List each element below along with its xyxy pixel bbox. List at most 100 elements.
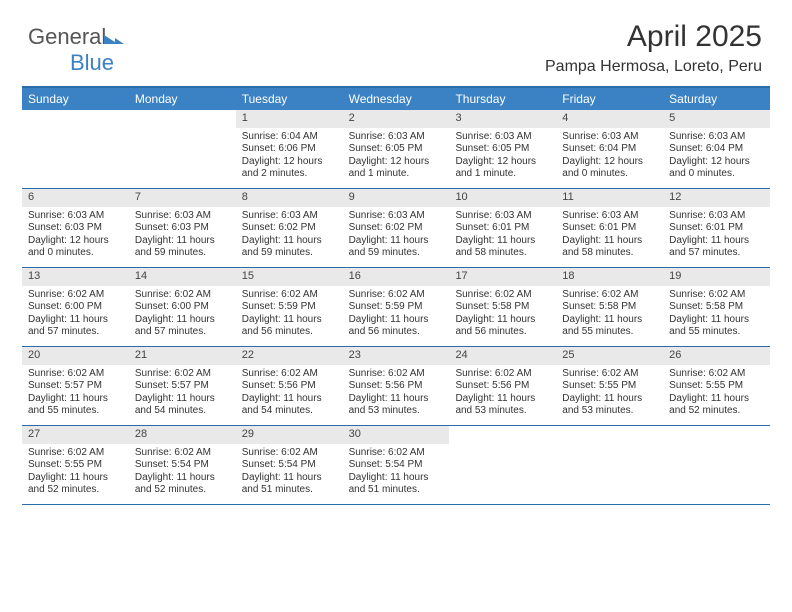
calendar-cell: 6Sunrise: 6:03 AMSunset: 6:03 PMDaylight… bbox=[22, 189, 129, 267]
day-details: Sunrise: 6:03 AMSunset: 6:02 PMDaylight:… bbox=[343, 207, 450, 266]
calendar-cell: 30Sunrise: 6:02 AMSunset: 5:54 PMDayligh… bbox=[343, 426, 450, 504]
day-details: Sunrise: 6:02 AMSunset: 5:57 PMDaylight:… bbox=[129, 365, 236, 424]
day-number: 26 bbox=[663, 347, 770, 365]
calendar-cell: 17Sunrise: 6:02 AMSunset: 5:58 PMDayligh… bbox=[449, 268, 556, 346]
calendar-cell: 21Sunrise: 6:02 AMSunset: 5:57 PMDayligh… bbox=[129, 347, 236, 425]
calendar-cell: 14Sunrise: 6:02 AMSunset: 6:00 PMDayligh… bbox=[129, 268, 236, 346]
day-number: 23 bbox=[343, 347, 450, 365]
calendar-cell: 28Sunrise: 6:02 AMSunset: 5:54 PMDayligh… bbox=[129, 426, 236, 504]
calendar-cell bbox=[663, 426, 770, 504]
day-number: 25 bbox=[556, 347, 663, 365]
day-details: Sunrise: 6:02 AMSunset: 5:55 PMDaylight:… bbox=[663, 365, 770, 424]
day-details: Sunrise: 6:03 AMSunset: 6:03 PMDaylight:… bbox=[22, 207, 129, 266]
calendar-cell: 4Sunrise: 6:03 AMSunset: 6:04 PMDaylight… bbox=[556, 110, 663, 188]
calendar-week: 27Sunrise: 6:02 AMSunset: 5:55 PMDayligh… bbox=[22, 426, 770, 505]
day-number bbox=[129, 110, 236, 114]
logo: General Blue bbox=[28, 24, 124, 76]
calendar-week: 6Sunrise: 6:03 AMSunset: 6:03 PMDaylight… bbox=[22, 189, 770, 268]
calendar-cell bbox=[556, 426, 663, 504]
page-subtitle: Pampa Hermosa, Loreto, Peru bbox=[545, 58, 762, 76]
calendar-cell: 22Sunrise: 6:02 AMSunset: 5:56 PMDayligh… bbox=[236, 347, 343, 425]
day-number: 7 bbox=[129, 189, 236, 207]
calendar-week: 20Sunrise: 6:02 AMSunset: 5:57 PMDayligh… bbox=[22, 347, 770, 426]
dayhead-thu: Thursday bbox=[449, 88, 556, 110]
day-number: 24 bbox=[449, 347, 556, 365]
calendar-cell: 23Sunrise: 6:02 AMSunset: 5:56 PMDayligh… bbox=[343, 347, 450, 425]
logo-text-1: General bbox=[28, 24, 106, 49]
day-details: Sunrise: 6:02 AMSunset: 5:59 PMDaylight:… bbox=[236, 286, 343, 345]
dayhead-wed: Wednesday bbox=[343, 88, 450, 110]
day-details: Sunrise: 6:03 AMSunset: 6:04 PMDaylight:… bbox=[556, 128, 663, 187]
dayhead-mon: Monday bbox=[129, 88, 236, 110]
logo-triangle-icon-2 bbox=[115, 38, 124, 44]
day-details: Sunrise: 6:02 AMSunset: 5:58 PMDaylight:… bbox=[556, 286, 663, 345]
day-number: 9 bbox=[343, 189, 450, 207]
calendar-cell: 8Sunrise: 6:03 AMSunset: 6:02 PMDaylight… bbox=[236, 189, 343, 267]
day-number: 17 bbox=[449, 268, 556, 286]
calendar-cell: 29Sunrise: 6:02 AMSunset: 5:54 PMDayligh… bbox=[236, 426, 343, 504]
day-details: Sunrise: 6:03 AMSunset: 6:05 PMDaylight:… bbox=[449, 128, 556, 187]
day-number: 18 bbox=[556, 268, 663, 286]
day-number bbox=[556, 426, 663, 430]
day-details: Sunrise: 6:02 AMSunset: 5:54 PMDaylight:… bbox=[343, 444, 450, 503]
calendar-cell: 18Sunrise: 6:02 AMSunset: 5:58 PMDayligh… bbox=[556, 268, 663, 346]
day-details: Sunrise: 6:02 AMSunset: 5:56 PMDaylight:… bbox=[343, 365, 450, 424]
day-details: Sunrise: 6:03 AMSunset: 6:02 PMDaylight:… bbox=[236, 207, 343, 266]
calendar-cell: 15Sunrise: 6:02 AMSunset: 5:59 PMDayligh… bbox=[236, 268, 343, 346]
page-title: April 2025 bbox=[627, 20, 762, 54]
day-number: 3 bbox=[449, 110, 556, 128]
calendar-cell: 24Sunrise: 6:02 AMSunset: 5:56 PMDayligh… bbox=[449, 347, 556, 425]
day-number: 13 bbox=[22, 268, 129, 286]
day-details: Sunrise: 6:02 AMSunset: 5:58 PMDaylight:… bbox=[449, 286, 556, 345]
day-number: 19 bbox=[663, 268, 770, 286]
calendar-cell: 9Sunrise: 6:03 AMSunset: 6:02 PMDaylight… bbox=[343, 189, 450, 267]
day-details: Sunrise: 6:02 AMSunset: 5:56 PMDaylight:… bbox=[236, 365, 343, 424]
day-details: Sunrise: 6:02 AMSunset: 6:00 PMDaylight:… bbox=[129, 286, 236, 345]
calendar-cell: 2Sunrise: 6:03 AMSunset: 6:05 PMDaylight… bbox=[343, 110, 450, 188]
day-details: Sunrise: 6:03 AMSunset: 6:04 PMDaylight:… bbox=[663, 128, 770, 187]
day-details: Sunrise: 6:03 AMSunset: 6:03 PMDaylight:… bbox=[129, 207, 236, 266]
calendar-cell: 20Sunrise: 6:02 AMSunset: 5:57 PMDayligh… bbox=[22, 347, 129, 425]
day-number: 27 bbox=[22, 426, 129, 444]
calendar-cell bbox=[22, 110, 129, 188]
day-number bbox=[663, 426, 770, 430]
day-details: Sunrise: 6:03 AMSunset: 6:05 PMDaylight:… bbox=[343, 128, 450, 187]
day-details: Sunrise: 6:02 AMSunset: 6:00 PMDaylight:… bbox=[22, 286, 129, 345]
calendar-cell: 1Sunrise: 6:04 AMSunset: 6:06 PMDaylight… bbox=[236, 110, 343, 188]
day-details: Sunrise: 6:02 AMSunset: 5:58 PMDaylight:… bbox=[663, 286, 770, 345]
day-number: 11 bbox=[556, 189, 663, 207]
day-details: Sunrise: 6:02 AMSunset: 5:54 PMDaylight:… bbox=[129, 444, 236, 503]
calendar-cell: 5Sunrise: 6:03 AMSunset: 6:04 PMDaylight… bbox=[663, 110, 770, 188]
day-number: 29 bbox=[236, 426, 343, 444]
day-number: 8 bbox=[236, 189, 343, 207]
calendar-cell: 26Sunrise: 6:02 AMSunset: 5:55 PMDayligh… bbox=[663, 347, 770, 425]
day-number: 16 bbox=[343, 268, 450, 286]
calendar-cell: 10Sunrise: 6:03 AMSunset: 6:01 PMDayligh… bbox=[449, 189, 556, 267]
day-number bbox=[449, 426, 556, 430]
day-number: 15 bbox=[236, 268, 343, 286]
day-number: 12 bbox=[663, 189, 770, 207]
calendar-cell: 3Sunrise: 6:03 AMSunset: 6:05 PMDaylight… bbox=[449, 110, 556, 188]
calendar-cell: 16Sunrise: 6:02 AMSunset: 5:59 PMDayligh… bbox=[343, 268, 450, 346]
day-details: Sunrise: 6:02 AMSunset: 5:54 PMDaylight:… bbox=[236, 444, 343, 503]
calendar-cell: 27Sunrise: 6:02 AMSunset: 5:55 PMDayligh… bbox=[22, 426, 129, 504]
day-number: 30 bbox=[343, 426, 450, 444]
day-details: Sunrise: 6:02 AMSunset: 5:57 PMDaylight:… bbox=[22, 365, 129, 424]
day-details: Sunrise: 6:03 AMSunset: 6:01 PMDaylight:… bbox=[449, 207, 556, 266]
day-number: 22 bbox=[236, 347, 343, 365]
day-number: 5 bbox=[663, 110, 770, 128]
day-details: Sunrise: 6:03 AMSunset: 6:01 PMDaylight:… bbox=[663, 207, 770, 266]
dayhead-sat: Saturday bbox=[663, 88, 770, 110]
day-number: 28 bbox=[129, 426, 236, 444]
day-number: 2 bbox=[343, 110, 450, 128]
calendar-week: 1Sunrise: 6:04 AMSunset: 6:06 PMDaylight… bbox=[22, 110, 770, 189]
day-details: Sunrise: 6:02 AMSunset: 5:55 PMDaylight:… bbox=[556, 365, 663, 424]
logo-text-2: Blue bbox=[70, 50, 114, 75]
calendar-week: 13Sunrise: 6:02 AMSunset: 6:00 PMDayligh… bbox=[22, 268, 770, 347]
day-details: Sunrise: 6:02 AMSunset: 5:56 PMDaylight:… bbox=[449, 365, 556, 424]
day-number: 6 bbox=[22, 189, 129, 207]
dayhead-tue: Tuesday bbox=[236, 88, 343, 110]
day-number: 10 bbox=[449, 189, 556, 207]
dayhead-sun: Sunday bbox=[22, 88, 129, 110]
calendar-cell: 25Sunrise: 6:02 AMSunset: 5:55 PMDayligh… bbox=[556, 347, 663, 425]
